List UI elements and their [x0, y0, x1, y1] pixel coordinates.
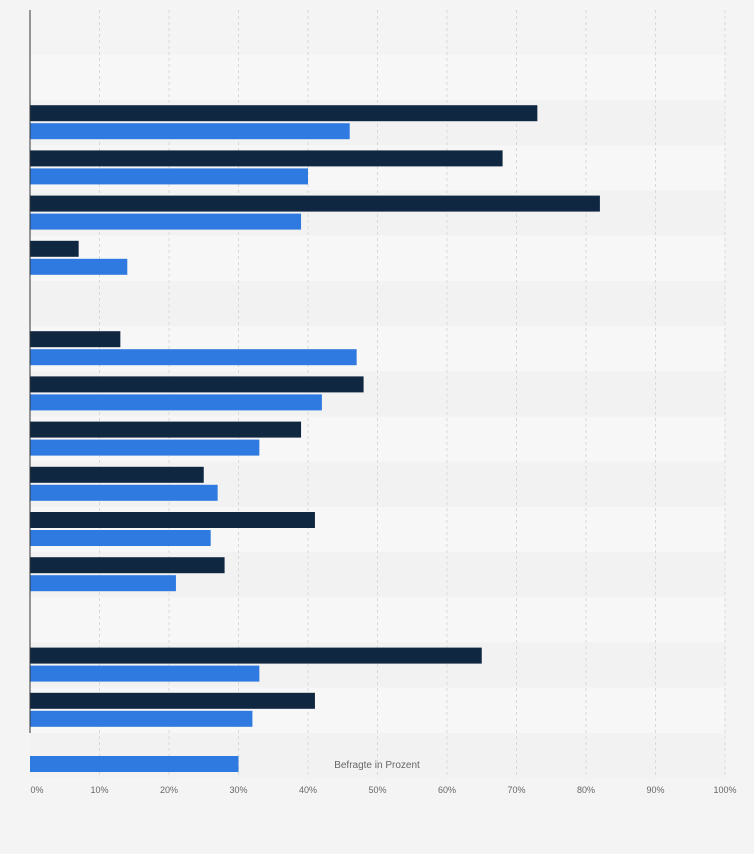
x-tick-label: 90% — [646, 785, 664, 795]
x-tick-label: 40% — [299, 785, 317, 795]
x-tick-label: 10% — [90, 785, 108, 795]
bar[interactable] — [30, 195, 600, 212]
bar[interactable] — [30, 349, 357, 366]
bar[interactable] — [30, 258, 128, 275]
bar[interactable] — [30, 756, 239, 772]
bars — [30, 105, 600, 772]
bar[interactable] — [30, 530, 211, 546]
x-axis-label: Befragte in Prozent — [334, 760, 420, 771]
bar[interactable] — [30, 331, 121, 348]
bar[interactable] — [30, 439, 260, 456]
bar[interactable] — [30, 213, 302, 230]
x-tick-label: 20% — [160, 785, 178, 795]
bar[interactable] — [30, 665, 260, 682]
x-axis-tick-labels: 0% 10% 20% 30% 40% 50% 60% 70% 80% 90% 100% — [30, 785, 736, 795]
bar[interactable] — [30, 557, 225, 574]
bar[interactable] — [30, 692, 315, 709]
bar[interactable] — [30, 575, 176, 592]
bar[interactable] — [30, 421, 302, 438]
x-tick-label: 30% — [229, 785, 247, 795]
bar[interactable] — [30, 240, 79, 257]
x-tick-label: 60% — [438, 785, 456, 795]
x-tick-label: 0% — [30, 785, 43, 795]
bar[interactable] — [30, 647, 482, 664]
bar[interactable] — [30, 168, 308, 185]
bar[interactable] — [30, 484, 218, 501]
bar[interactable] — [30, 105, 538, 122]
x-tick-label: 100% — [713, 785, 736, 795]
x-tick-label: 70% — [507, 785, 525, 795]
bar[interactable] — [30, 394, 322, 411]
bar[interactable] — [30, 376, 364, 393]
bar[interactable] — [30, 150, 503, 167]
x-tick-label: 50% — [368, 785, 386, 795]
bar[interactable] — [30, 466, 204, 483]
bar[interactable] — [30, 123, 350, 140]
bar[interactable] — [30, 512, 315, 528]
bar[interactable] — [30, 710, 253, 727]
x-tick-label: 80% — [577, 785, 595, 795]
